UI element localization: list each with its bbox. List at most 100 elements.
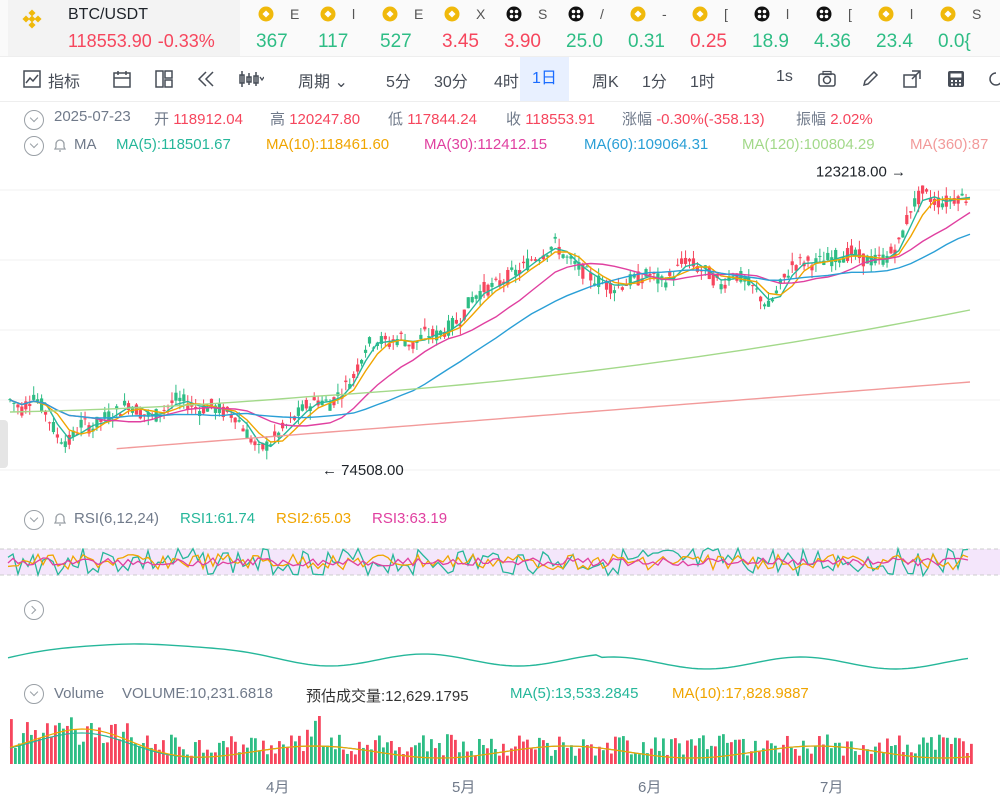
volume-bar [566,747,569,764]
volume-bar [138,746,141,764]
token-icon [568,6,584,22]
calendar-icon[interactable] [112,69,132,89]
rewind-icon[interactable] [196,69,216,89]
volume-bar [110,724,113,764]
candle [296,407,300,416]
candle [561,254,565,258]
candle [8,399,12,401]
calculator-icon[interactable] [946,69,966,89]
camera-icon[interactable] [817,69,837,89]
tab-timeframe[interactable]: 周K [592,74,619,91]
ticker-name: S [972,6,982,22]
candle [525,258,530,271]
expand-icon[interactable] [902,69,922,89]
layout-icon[interactable] [154,69,174,89]
tab-timeframe[interactable]: 1日 [520,57,569,101]
ticker-item[interactable]: - 0.31 [616,0,678,56]
candle [63,441,67,448]
price-chart[interactable]: 123218.00 → ← 74508.00 [0,150,1000,500]
volume-bar [462,741,465,764]
tab-timeframe[interactable]: 4时 [494,74,519,91]
candle [304,399,308,409]
indicator-chart[interactable] [0,610,1000,680]
candle [71,430,75,437]
candle-type-icon[interactable] [238,69,264,89]
ticker-item[interactable]: E 527 [368,0,430,56]
binance-icon [320,6,336,22]
x-axis-label: 4月 [266,779,290,796]
volume-bar [586,745,589,764]
candle [265,441,269,451]
candle [857,249,861,259]
ticker-item[interactable]: X 3.45 [430,0,492,56]
tab-timeframe[interactable]: 1时 [690,74,715,91]
candle [462,309,466,320]
volume-bar [238,752,241,764]
volume-bar [454,739,457,764]
candle [182,394,186,402]
ticker-value: 3.90 [504,31,541,52]
ohlc-low: 低 117844.24 [388,108,477,129]
volume-bar [78,744,81,764]
period-dropdown[interactable]: 周期 ⌄ [298,68,348,92]
candle [201,405,206,414]
pair-summary[interactable]: BTC/USDT 118553.90 -0.33% [8,0,240,56]
collapse-ma-icon[interactable] [24,136,44,156]
volume-bar [754,740,757,764]
bell-icon[interactable] [52,137,68,153]
interval-button[interactable]: 1s [776,68,793,85]
refresh-icon[interactable] [986,69,1000,89]
volume-bar [686,740,689,764]
volume-bar [414,745,417,764]
volume-bar [330,737,333,764]
volume-bar [154,744,157,764]
candle [221,406,225,418]
volume-bar [530,747,533,764]
ticker-item[interactable]: l 23.4 [864,0,926,56]
ticker-name: - [662,6,667,22]
ticker-item[interactable]: / 25.0 [554,0,616,56]
candle [861,253,865,267]
candle [608,283,613,294]
volume-bar [310,736,313,764]
draw-pencil-icon[interactable] [860,69,880,89]
collapse-rsi-icon[interactable] [24,510,44,530]
ticker-item[interactable]: E 367 [244,0,306,56]
candle [818,255,822,257]
candle [324,399,328,401]
panel-resize-handle[interactable] [0,420,8,468]
chart-settings-icon[interactable] [22,69,42,89]
volume-bar [446,734,449,764]
volume-bar [338,734,341,764]
expand-indicator-icon[interactable] [24,600,44,620]
ticker-item[interactable]: S 3.90 [492,0,554,56]
ticker-item[interactable]: l 18.9 [740,0,802,56]
volume-bar [186,754,189,764]
ticker-item[interactable]: l 117 [306,0,368,56]
ticker-item[interactable]: [4.36 [802,0,864,56]
rsi-chart[interactable] [0,540,1000,590]
ticker-item[interactable]: [0.25 [678,0,740,56]
candle [727,276,731,281]
volume-bar [158,749,161,764]
indicators-button[interactable]: 指标 [48,74,81,91]
candle [597,275,601,287]
tab-timeframe[interactable]: 30分 [434,74,468,91]
collapse-info-icon[interactable] [24,110,44,130]
candle [577,262,581,270]
candle [75,433,79,435]
ticker-value: 0.25 [690,31,727,52]
collapse-volume-icon[interactable] [24,684,44,704]
ticker-name: X [476,6,486,22]
ticker-value: 4.36 [814,31,851,52]
candle [213,405,218,413]
candle [917,190,921,205]
ticker-item[interactable]: S 0.0{ [926,0,988,56]
ticker-value: 527 [380,31,412,52]
volume-bar [882,753,885,764]
bell-icon[interactable] [52,511,68,527]
candle [964,201,968,203]
tab-timeframe[interactable]: 5分 [386,74,411,91]
volume-bar [642,742,645,764]
tab-timeframe[interactable]: 1分 [642,74,667,91]
